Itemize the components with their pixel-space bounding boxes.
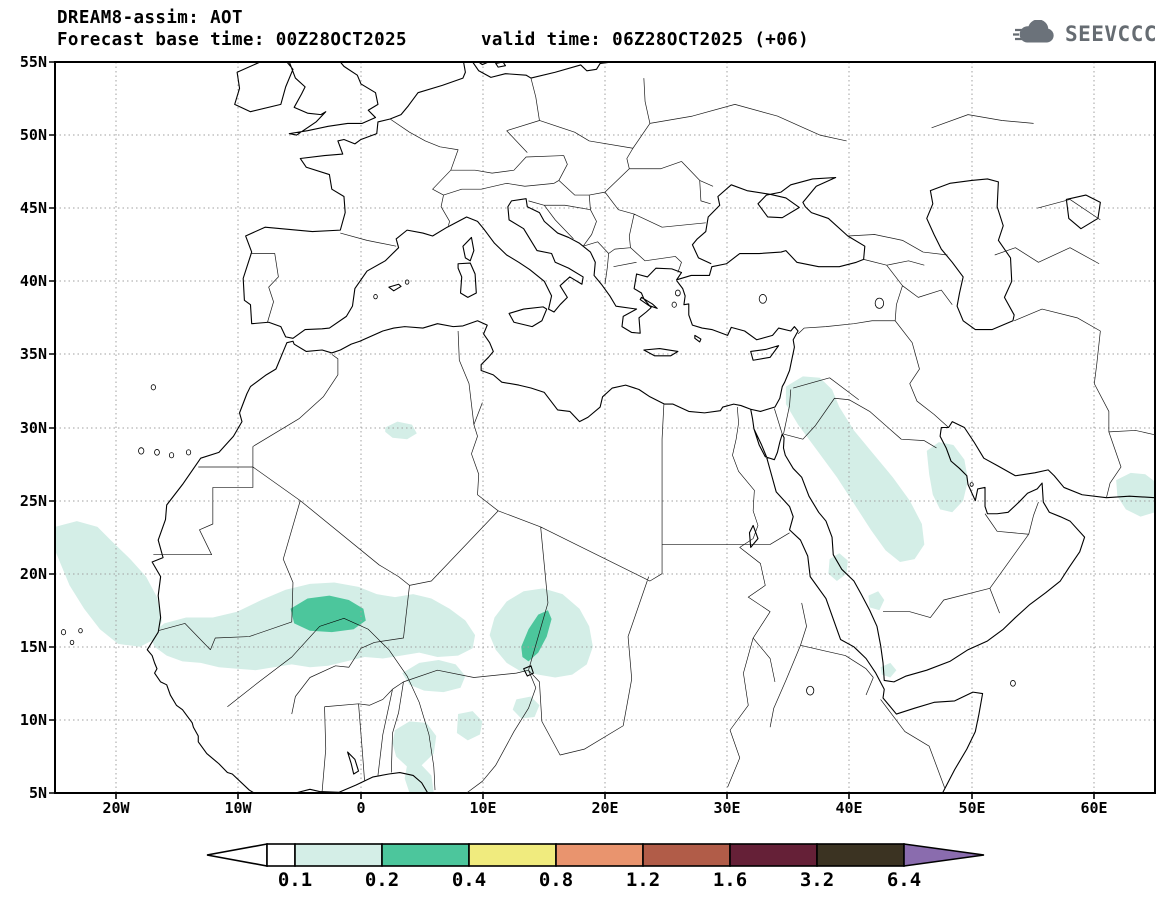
canary-island-icon	[139, 448, 144, 454]
lon-tick-0: 0	[356, 799, 366, 817]
aegean-island-icon	[675, 290, 680, 296]
lake-van-icon	[875, 298, 883, 308]
colorbar-label-32: 3.2	[799, 869, 835, 891]
colorbar-label-64: 6.4	[886, 869, 922, 891]
aot-colorbar	[205, 843, 995, 871]
colorbar-label-02: 0.2	[364, 869, 400, 891]
product-title: DREAM8-assim: AOT	[57, 8, 243, 28]
basemap-layer	[55, 62, 1155, 793]
lon-tick-50e: 50E	[958, 799, 986, 817]
lat-tick-35n: 35N	[19, 345, 47, 363]
lake-tana-icon	[807, 686, 814, 695]
colorbar-label-04: 0.4	[451, 869, 487, 891]
forecast-times: Forecast base time: 00Z28OCT2025 valid ti…	[57, 30, 809, 50]
colorbar-box-32-64	[816, 843, 905, 867]
lake-tuz-icon	[759, 294, 766, 303]
colorbar-box-08-12	[555, 843, 644, 867]
lat-tick-45n: 45N	[19, 199, 47, 217]
colorbar-label-08: 0.8	[538, 869, 574, 891]
colorbar-left-arrow	[206, 843, 268, 867]
lat-tick-25n: 25N	[19, 492, 47, 510]
small-islands	[61, 280, 1015, 695]
country-borders	[153, 78, 1155, 793]
canary-island-icon	[169, 453, 173, 458]
lat-tick-5n: 5N	[28, 784, 47, 802]
canary-island-icon	[186, 450, 190, 455]
aot-level1-shading	[55, 376, 1155, 793]
aot-shading-layer	[55, 376, 1155, 793]
colorbar-graphic	[206, 843, 985, 867]
bahrain-island-icon	[970, 483, 973, 487]
coastlines	[147, 62, 1155, 793]
aot-level2-shading	[290, 595, 552, 662]
lon-tick-60e: 60E	[1080, 799, 1108, 817]
colorbar-box-02-04	[381, 843, 470, 867]
cape-verde-island-icon	[61, 630, 65, 635]
madeira-island-icon	[151, 385, 155, 390]
base-time-label: Forecast base time: 00Z28OCT2025	[57, 30, 407, 50]
balearic-island-icon	[374, 294, 378, 298]
lon-tick-10w: 10W	[224, 799, 252, 817]
lon-tick-40e: 40E	[835, 799, 863, 817]
lat-tick-30n: 30N	[19, 419, 47, 437]
socotra-island-icon	[1011, 680, 1016, 686]
cape-verde-island-icon	[70, 640, 74, 644]
rivers	[227, 407, 775, 790]
lon-tick-30e: 30E	[713, 799, 741, 817]
canary-island-icon	[155, 449, 160, 455]
lat-tick-10n: 10N	[19, 711, 47, 729]
colorbar-label-16: 1.6	[712, 869, 748, 891]
lat-tick-55n: 55N	[19, 53, 47, 71]
lat-tick-50n: 50N	[19, 126, 47, 144]
cape-verde-island-icon	[79, 629, 83, 633]
colorbar-label-01: 0.1	[277, 869, 313, 891]
axis-ticks	[49, 61, 1095, 799]
colorbar-box-lt01	[266, 843, 296, 867]
colorbar-box-16-32	[729, 843, 818, 867]
seevccc-logo: SEEVCCC	[1012, 20, 1157, 47]
valid-time-label: valid time: 06Z28OCT2025 (+06)	[480, 30, 810, 50]
aegean-island-icon	[672, 302, 676, 307]
cloud-icon	[1012, 20, 1054, 43]
lon-tick-10e: 10E	[469, 799, 497, 817]
lat-tick-40n: 40N	[19, 272, 47, 290]
lat-tick-15n: 15N	[19, 638, 47, 656]
grid-lines	[55, 62, 1155, 793]
logo-text: SEEVCCC	[1064, 21, 1157, 46]
colorbar-label-12: 1.2	[625, 869, 661, 891]
colorbar-right-arrow	[903, 843, 985, 867]
colorbar-box-12-16	[642, 843, 731, 867]
lon-tick-20e: 20E	[591, 799, 619, 817]
colorbar-box-01-02	[294, 843, 383, 867]
lat-tick-20n: 20N	[19, 565, 47, 583]
lon-tick-20w: 20W	[102, 799, 130, 817]
balearic-island-icon	[405, 280, 409, 284]
colorbar-box-04-08	[468, 843, 557, 867]
